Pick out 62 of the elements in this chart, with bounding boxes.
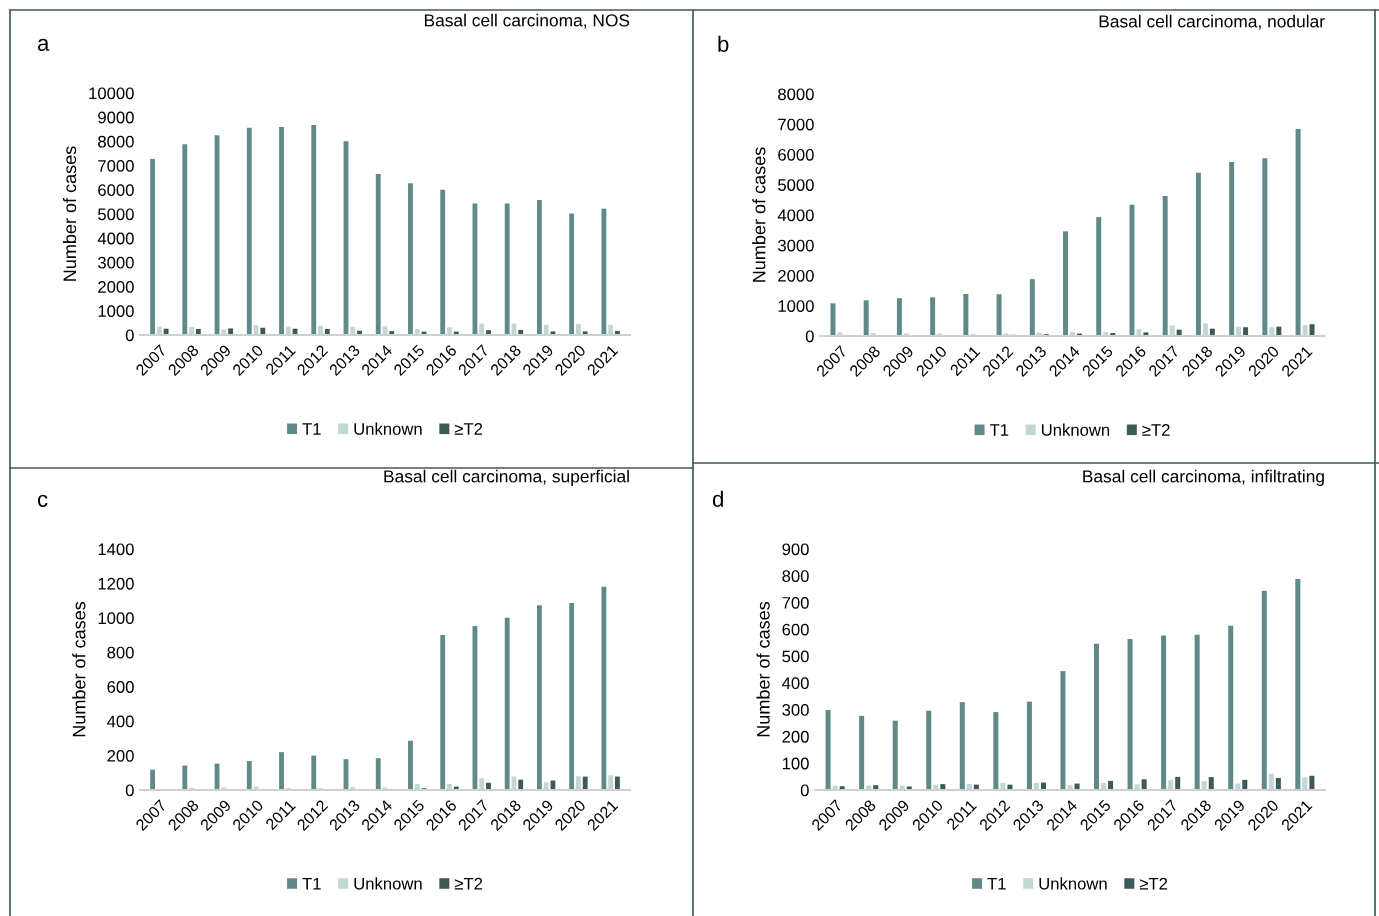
y-tick-label: 3000 [98,256,134,269]
y-tick-label: 800 [782,570,809,582]
legend-label: Unknown [1041,423,1110,436]
y-tick-label: 5000 [778,179,814,191]
legend-label: ≥T2 [1139,877,1168,890]
legend-label: ≥T2 [454,877,483,890]
chart-title: Basal cell carcinoma, infiltrating [1083,469,1324,486]
y-axis-title: Number of cases [752,147,766,282]
y-tick-label: 8000 [778,88,814,101]
text: c [37,494,48,507]
y-tick-label: 500 [782,650,809,663]
legend-label: ≥T2 [454,423,483,435]
y-tick-label: 8000 [98,135,134,148]
legend-label: Unknown [354,422,422,435]
legend-label: T1 [302,423,321,435]
y-tick-label: 400 [782,677,809,690]
y-axis-title: Number of cases [72,601,86,737]
text: a [37,38,50,51]
y-tick-label: 1000 [98,305,134,317]
y-tick-label: 400 [107,715,134,728]
y-tick-label: 100 [782,757,809,770]
chart-title: Basal cell carcinoma, NOS [424,13,630,29]
y-tick-label: 800 [107,646,134,659]
legend-label: Unknown [354,877,422,890]
y-tick-label: 1400 [98,543,134,556]
chart-title: Basal cell carcinoma, superficial [384,469,629,486]
y-tick-label: 9000 [98,111,134,124]
text: b [718,35,729,52]
y-tick-label: 2000 [778,269,814,282]
y-tick-label: 5000 [98,208,134,221]
y-tick-label: 6000 [98,184,134,196]
text: d [712,490,723,507]
y-tick-label: 3000 [778,239,814,252]
chart-title: Basal cell carcinoma, nodular [1099,14,1325,30]
y-tick-label: 6000 [778,148,814,161]
y-tick-label: 1000 [98,612,134,625]
legend-label: T1 [987,877,1006,890]
y-tick-label: 7000 [778,118,814,131]
y-tick-label: 0 [800,784,809,797]
y-axis-title: Number of cases [756,601,770,737]
y-axis-title: Number of cases [62,146,77,281]
y-tick-label: 200 [782,730,809,743]
y-tick-label: 600 [782,623,809,636]
legend-label: T1 [989,424,1009,436]
legend-label: Unknown [1039,877,1107,890]
y-tick-label: 200 [107,749,134,762]
y-tick-label: 0 [805,330,814,343]
y-tick-label: 7000 [98,160,134,172]
y-tick-label: 900 [782,543,809,556]
legend-label: T1 [302,877,321,890]
y-tick-label: 2000 [98,281,134,293]
y-tick-label: 10000 [89,87,134,100]
y-tick-label: 600 [107,681,134,693]
y-tick-label: 4000 [777,209,814,222]
y-tick-label: 0 [125,784,134,797]
y-tick-label: 1000 [778,300,814,312]
y-tick-label: 300 [782,704,809,716]
y-tick-label: 0 [125,329,134,342]
y-tick-label: 1200 [98,577,134,590]
legend-label: ≥T2 [1142,424,1170,436]
y-tick-label: 4000 [97,232,134,245]
y-tick-label: 700 [782,596,809,609]
